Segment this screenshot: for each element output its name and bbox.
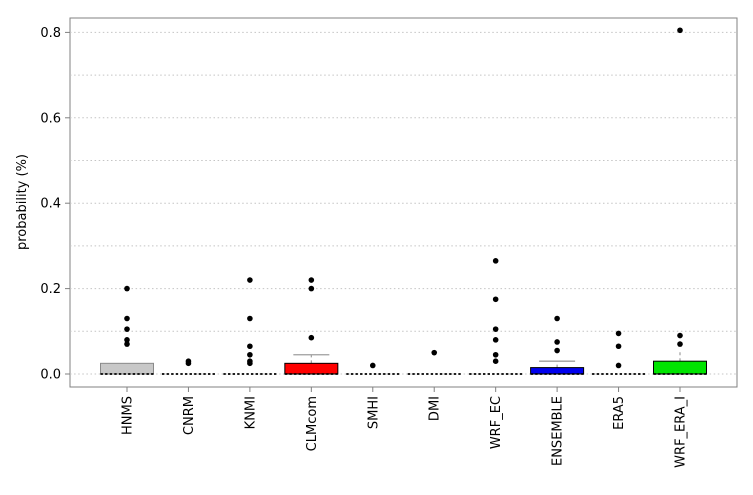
y-tick-label: 0.6 [40, 111, 61, 126]
outlier-dot-WRF_ERA_I [677, 332, 683, 339]
x-tick-label-SMHI: SMHI [366, 396, 381, 429]
x-tick-label-KNMI: KNMI [243, 396, 258, 429]
outlier-dot-HNMS [124, 337, 130, 343]
box-layer [100, 27, 707, 375]
outlier-dot-CLMcom [308, 277, 315, 283]
x-tick-label-DMI: DMI [428, 396, 443, 421]
outlier-dot-HNMS [124, 326, 130, 332]
y-axis-title: probability (%) [15, 154, 30, 250]
box-CLMcom [284, 362, 339, 375]
box-HNMS [100, 362, 154, 375]
outlier-dot-CLMcom [308, 334, 315, 341]
y-tick-label: 0.2 [40, 282, 61, 297]
outlier-dot-HNMS [124, 341, 130, 347]
outlier-dot-KNMI [247, 360, 253, 367]
outlier-dot-WRF_ERA_I [677, 341, 683, 347]
outlier-dot-HNMS [124, 315, 130, 322]
outlier-dot-KNMI [247, 351, 253, 358]
outlier-dot-ERA5 [615, 362, 622, 369]
outlier-dot-KNMI [247, 315, 253, 322]
x-tick-label-ENSEMBLE: ENSEMBLE [551, 396, 566, 466]
y-tick-label: 0.4 [40, 197, 61, 212]
outlier-dot-WRF_EC [492, 296, 499, 303]
box-ENSEMBLE [530, 367, 585, 375]
box-WRF_ERA_I [653, 360, 707, 375]
outlier-dot-WRF_EC [492, 258, 499, 264]
outlier-dot-DMI [431, 349, 438, 356]
outlier-dot-KNMI [247, 277, 253, 283]
outlier-dot-HNMS [124, 285, 130, 292]
outlier-dot-WRF_EC [492, 351, 499, 358]
y-tick-label: 0.0 [40, 368, 61, 383]
outlier-dot-CNRM [185, 360, 192, 367]
x-tick-label-WRF_EC: WRF_EC [489, 396, 504, 449]
outlier-dot-CLMcom [308, 285, 315, 292]
outlier-dot-WRF_EC [492, 358, 499, 364]
axis-layer: 0.0 0.2 0.4 0.6 0.8 HNMS CNRM KNMI CLMcom SMHI DMI… [40, 26, 688, 468]
outlier-dot-ERA5 [615, 330, 622, 337]
outlier-dot-ERA5 [615, 343, 622, 350]
outlier-dot-SMHI [369, 362, 376, 369]
outlier-dot-WRF_EC [492, 337, 499, 343]
y-tick-label: 0.8 [40, 26, 61, 41]
x-tick-label-WRF_ERA_I: WRF_ERA_I [674, 396, 689, 468]
x-tick-label-ERA5: ERA5 [612, 396, 627, 430]
x-tick-label-CLMcom: CLMcom [305, 396, 320, 451]
x-tick-label-CNRM: CNRM [182, 396, 197, 435]
outlier-dot-ENSEMBLE [554, 315, 560, 322]
outlier-dot-KNMI [247, 343, 253, 350]
x-tick-label-HNMS: HNMS [121, 396, 136, 435]
outlier-dot-ENSEMBLE [554, 339, 560, 345]
outlier-dot-ENSEMBLE [554, 347, 560, 354]
outlier-dot-WRF_ERA_I [677, 27, 683, 34]
outlier-dot-WRF_EC [492, 326, 499, 332]
plot-area [69, 17, 738, 388]
